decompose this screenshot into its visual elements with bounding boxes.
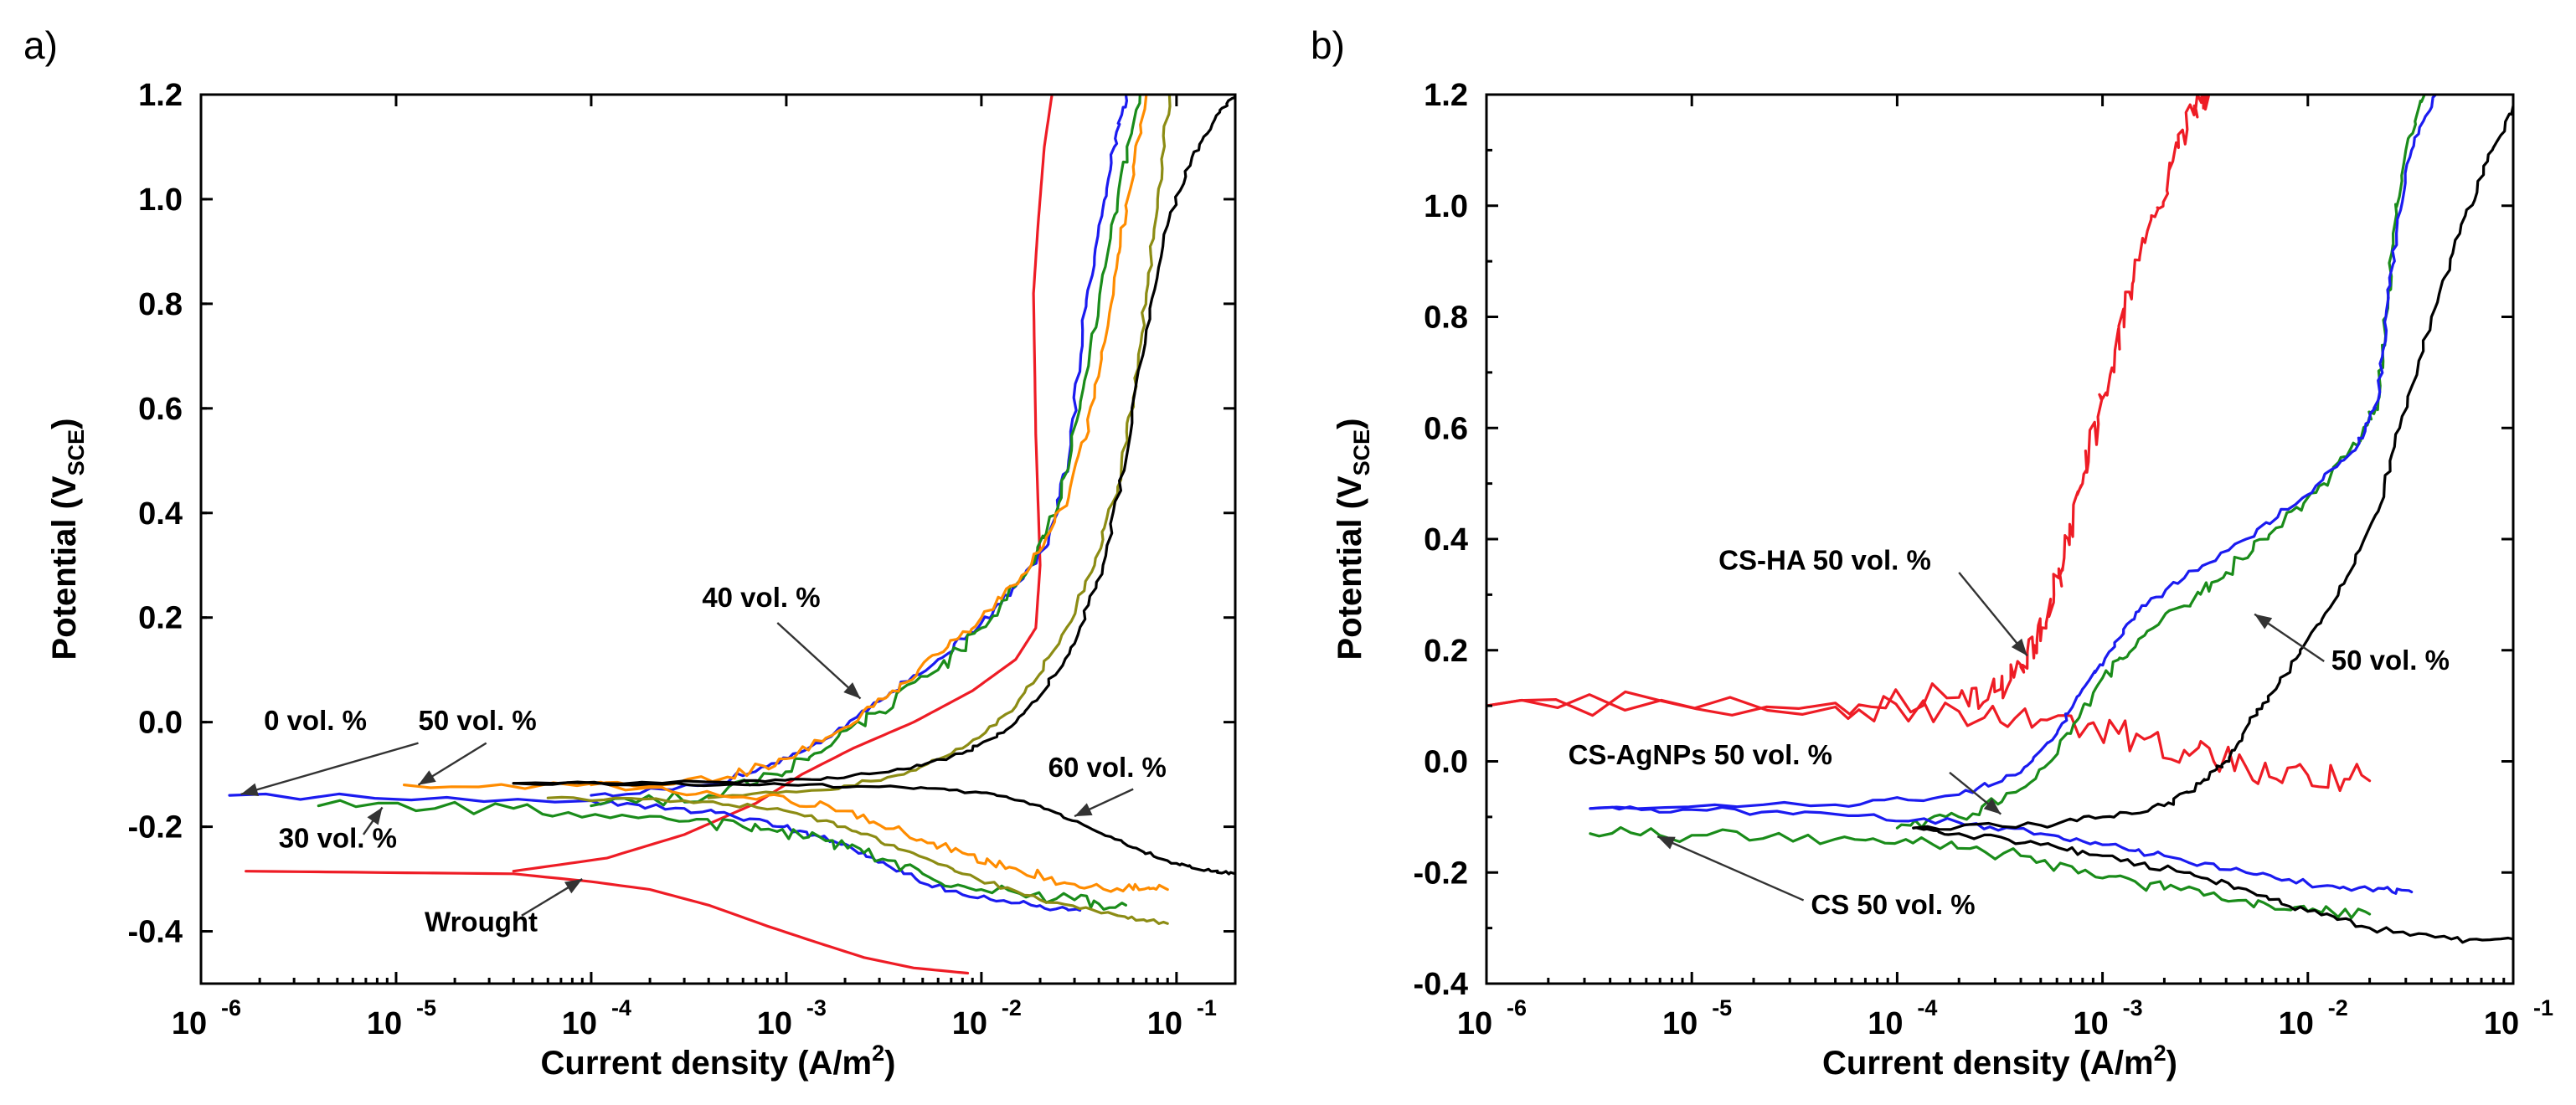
series-cathodic-branch [546,795,1169,926]
series-anodic-branch [590,95,1129,798]
y-tick-label: 1.0 [1424,189,1468,224]
x-tick-label: 10 [1868,1006,1903,1041]
series-cathodic-branch [1589,825,2372,920]
annotation-arrowhead [2011,638,2027,656]
annotation-arrowhead [367,807,383,825]
y-tick-label: 0.8 [138,287,183,322]
panel-label: b) [1311,23,1345,67]
annotation-arrowhead [1657,836,1676,850]
x-tick-exponent: -4 [611,995,631,1020]
series-anodic-branch [1486,95,2211,717]
series-annotation: 30 vol. % [279,823,397,854]
panel-label: a) [23,23,58,67]
annotation-arrow [776,622,862,700]
series-annotation: 40 vol. % [702,582,820,613]
y-tick-label: 1.2 [138,78,183,113]
y-tick-label: -0.2 [1414,856,1468,891]
annotation-arrow [1656,835,1805,902]
series-cathodic-branch [1486,693,2372,793]
x-axis-title: Current density (A/m2) [1822,1041,2177,1082]
annotation-arrowhead [843,682,861,699]
series-cathodic-branch [1589,805,2414,895]
series-anodic-branch [1589,95,2438,810]
y-tick-label: 0.4 [138,496,183,532]
x-tick-label: 10 [367,1006,402,1041]
x-tick-exponent: -1 [2533,995,2553,1020]
y-tick-label: 0.2 [138,601,183,636]
series-anodic-branch [1912,104,2513,831]
y-tick-label: 0.8 [1424,301,1468,336]
x-tick-exponent: -3 [2123,995,2143,1020]
y-axis-title: Potential (VSCE) [1332,419,1374,660]
series-cathodic-branch [317,799,1128,911]
x-tick-label: 10 [172,1006,207,1041]
x-tick-exponent: -3 [806,995,827,1020]
series-cathodic-branch [245,870,970,975]
annotation-arrow [1958,572,2028,657]
series-anodic-branch [590,95,1141,808]
series-annotation: CS-AgNPs 50 vol. % [1569,739,1832,770]
panel-b: b) 10 -6 10 -5 10 -4 10 -3 10 -2 10 -1 -0.4 -0.2 0.0 0.2… [1311,23,2553,1082]
x-tick-exponent: -6 [221,995,241,1020]
y-tick-label: -0.2 [128,810,183,845]
x-tick-label: 10 [952,1006,987,1041]
series-anodic-branch [707,95,1172,799]
x-tick-label: 10 [2073,1006,2108,1041]
x-axis-title: Current density (A/m2) [541,1041,896,1082]
x-tick-label: 10 [2279,1006,2314,1041]
series-annotation: Wrought [425,907,538,938]
x-tick-exponent: -2 [2328,995,2348,1020]
series-anodic-branch [512,95,1235,786]
series-cathodic-branch [403,780,1169,893]
annotation-arrowhead [418,770,436,785]
annotation-arrow [240,742,419,796]
x-tick-exponent: -4 [1917,995,1937,1020]
plot-frame [1485,93,2515,985]
series-cathodic-branch [512,780,1235,876]
x-tick-exponent: -5 [1712,995,1732,1020]
annotation-arrowhead [1074,803,1093,817]
annotation-arrowhead [564,879,583,894]
y-tick-label: -0.4 [1414,967,1468,1002]
x-tick-exponent: -6 [1507,995,1527,1020]
x-tick-label: 10 [1662,1006,1698,1041]
series-annotation: CS-HA 50 vol. % [1718,545,1931,576]
series-anodic-branch [590,95,1148,789]
y-tick-label: -0.4 [128,915,183,950]
series-group [1486,95,2513,944]
y-tick-label: 0.4 [1424,522,1468,558]
x-tick-exponent: -1 [1197,995,1217,1020]
series-group [228,95,1235,975]
annotation-arrowhead [2254,614,2273,630]
x-tick-exponent: -2 [1002,995,1022,1020]
x-tick-label: 10 [562,1006,597,1041]
y-tick-label: 1.2 [1424,78,1468,113]
x-tick-label: 10 [1147,1006,1182,1041]
panel-a: a) 10 -6 10 -5 10 -4 10 -3 10 -2 10 -1 -0.4 -0.2 0.0 0.2… [23,23,1237,1082]
series-annotation: CS 50 vol. % [1811,889,1975,920]
y-tick-label: 0.6 [1424,411,1468,446]
series-annotation: 50 vol. % [2331,645,2450,676]
y-axis-title: Potential (VSCE) [46,419,89,660]
annotation-arrowhead [1983,798,2002,815]
series-anodic-branch [1895,95,2426,830]
series-annotation: 60 vol. % [1048,752,1167,783]
x-tick-exponent: -5 [416,995,436,1020]
y-tick-label: 0.0 [138,706,183,741]
plot-frame [199,93,1237,985]
y-tick-label: 0.2 [1424,634,1468,669]
series-cathodic-branch [1912,826,2513,944]
x-tick-label: 10 [2484,1006,2519,1041]
series-cathodic-branch [228,792,1082,912]
x-tick-label: 10 [757,1006,792,1041]
y-tick-label: 0.6 [138,392,183,427]
annotation-arrowhead [240,783,259,796]
x-tick-label: 10 [1457,1006,1492,1041]
series-anodic-branch [512,95,1054,873]
series-annotation: 50 vol. % [419,705,537,736]
y-tick-label: 1.0 [138,182,183,218]
y-tick-label: 0.0 [1424,745,1468,780]
series-annotation: 0 vol. % [264,705,367,736]
